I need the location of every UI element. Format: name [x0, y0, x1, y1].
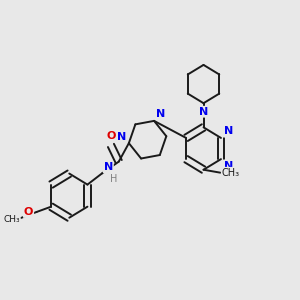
Text: CH₃: CH₃ — [3, 215, 20, 224]
Text: O: O — [24, 207, 33, 217]
Text: N: N — [224, 160, 233, 171]
Text: H: H — [110, 174, 117, 184]
Text: N: N — [224, 127, 233, 136]
Text: N: N — [117, 132, 127, 142]
Text: N: N — [104, 162, 113, 172]
Text: CH₃: CH₃ — [222, 168, 240, 178]
Text: O: O — [106, 131, 116, 141]
Text: N: N — [156, 109, 165, 119]
Text: N: N — [199, 107, 208, 117]
